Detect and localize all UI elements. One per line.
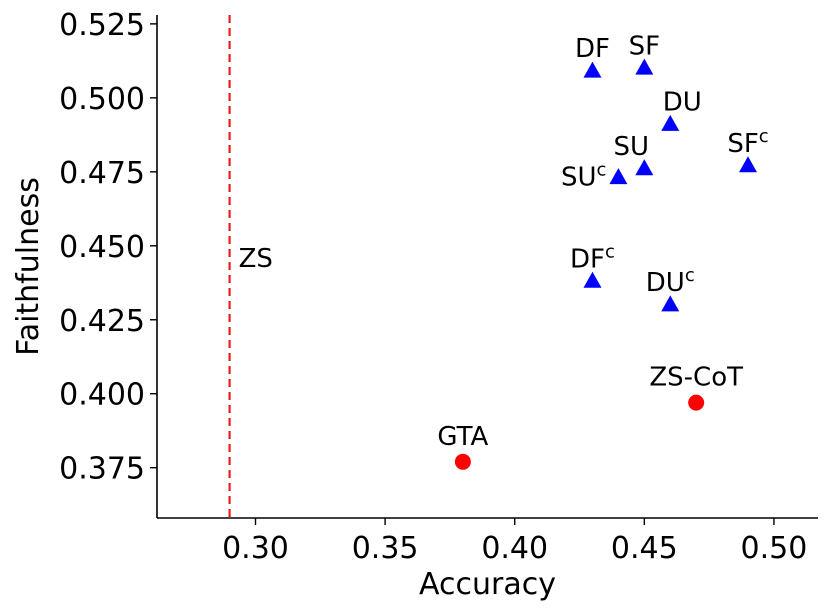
point-label-superscript: c xyxy=(605,241,615,262)
point-label: SUc xyxy=(561,160,606,193)
point-label: ZS-CoT xyxy=(649,363,743,393)
y-tick-label: 0.375 xyxy=(59,452,145,487)
x-tick-label: 0.50 xyxy=(741,531,808,566)
x-tick-label: 0.30 xyxy=(222,531,289,566)
point-label-superscript: c xyxy=(759,126,769,147)
y-tick-label: 0.400 xyxy=(59,378,145,413)
point-label-text: SF xyxy=(629,31,660,61)
y-tick-label: 0.525 xyxy=(59,8,145,43)
point-label-superscript: c xyxy=(596,160,606,181)
point-label-text: DU xyxy=(663,87,702,117)
point-label-superscript: c xyxy=(685,265,695,286)
y-axis-title: Faithfulness xyxy=(11,177,46,356)
triangle-marker xyxy=(739,156,758,173)
point-label: SFc xyxy=(727,126,768,159)
triangle-marker xyxy=(583,61,602,78)
triangle-marker xyxy=(635,159,654,176)
reference-line-label: ZS xyxy=(239,244,273,274)
triangle-marker xyxy=(661,295,680,312)
point-label: DUc xyxy=(646,265,695,298)
point-label: SF xyxy=(629,31,660,61)
y-tick-label: 0.475 xyxy=(59,156,145,191)
triangle-marker xyxy=(583,271,602,288)
point-label: SU xyxy=(614,132,650,162)
circle-marker xyxy=(454,453,471,470)
y-tick-label: 0.500 xyxy=(59,82,145,117)
point-label-text: DF xyxy=(575,34,610,64)
y-tick-label: 0.450 xyxy=(59,230,145,265)
point-label: DU xyxy=(663,87,702,117)
point-label-text: ZS-CoT xyxy=(649,363,743,393)
triangle-marker xyxy=(635,58,654,75)
point-label-text: GTA xyxy=(437,422,488,452)
y-tick-label: 0.425 xyxy=(59,304,145,339)
point-label-text: SU xyxy=(561,163,597,193)
axes: 0.30 0.35 0.40 0.45 0.50 0.375 0.400 0.425 0.450… xyxy=(59,8,818,566)
x-tick-label: 0.40 xyxy=(481,531,548,566)
reference-line-group: ZS xyxy=(228,15,273,518)
triangle-marker xyxy=(661,114,680,131)
point-label-text: DF xyxy=(570,244,605,274)
circle-marker xyxy=(688,394,705,411)
point-label-text: DU xyxy=(646,268,685,298)
x-tick-label: 0.45 xyxy=(611,531,678,566)
point-label-text: SU xyxy=(614,132,650,162)
triangle-marker xyxy=(609,168,628,185)
point-label: GTA xyxy=(437,422,488,452)
x-tick-label: 0.35 xyxy=(352,531,419,566)
point-label-text: SF xyxy=(727,129,758,159)
point-label: DF xyxy=(575,34,610,64)
point-label: DFc xyxy=(570,241,615,274)
x-axis-title: Accuracy xyxy=(419,567,556,602)
data-points xyxy=(454,58,758,470)
